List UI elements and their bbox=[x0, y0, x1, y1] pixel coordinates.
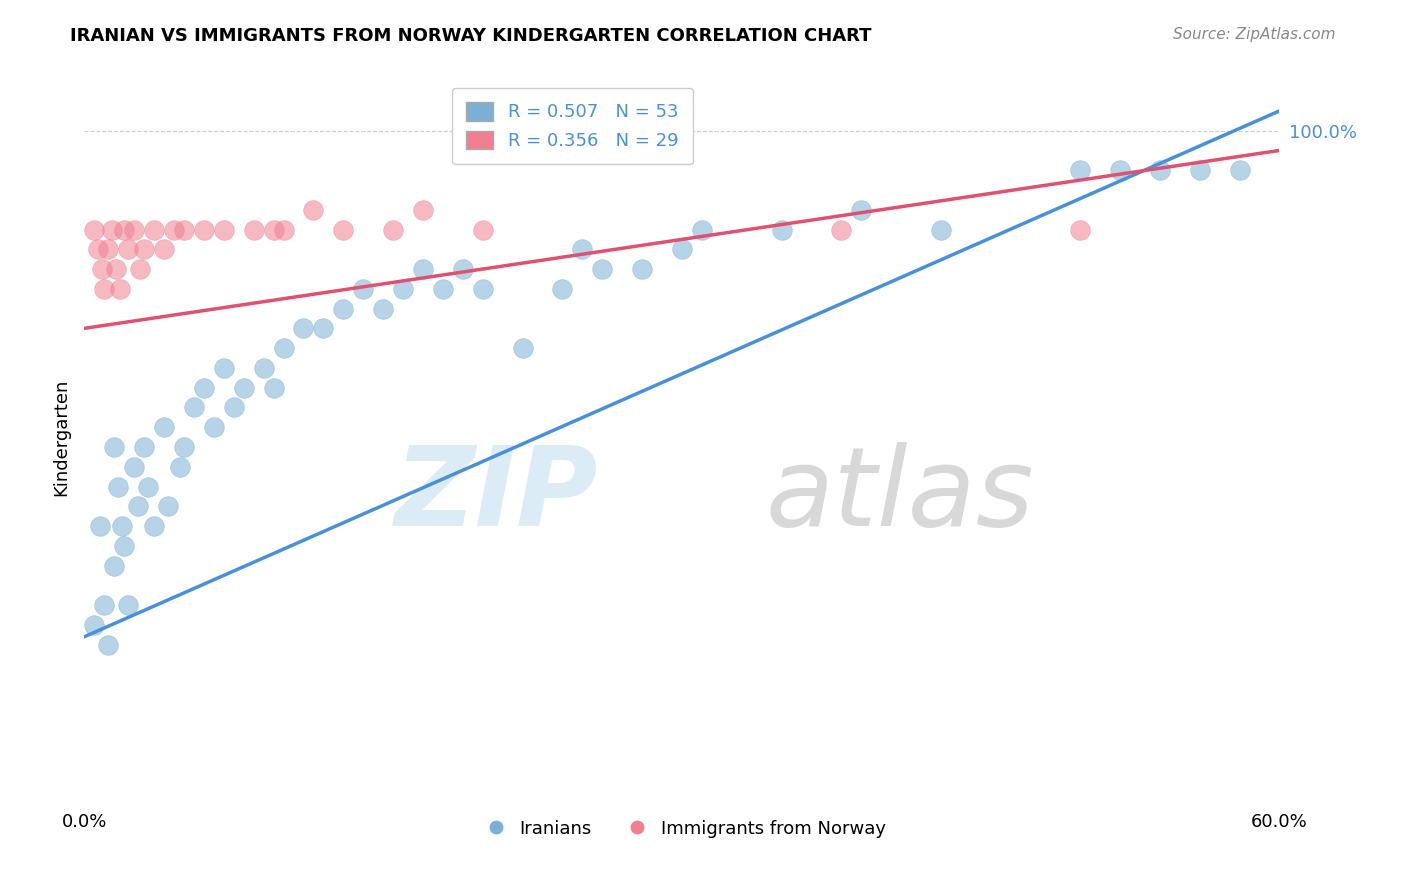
Point bbox=[471, 282, 494, 296]
Point bbox=[157, 500, 180, 514]
Point bbox=[93, 282, 115, 296]
Point bbox=[352, 282, 374, 296]
Point bbox=[512, 341, 534, 355]
Point bbox=[392, 282, 415, 296]
Point bbox=[332, 301, 354, 316]
Point bbox=[830, 222, 852, 236]
Point bbox=[222, 401, 245, 415]
Point bbox=[232, 381, 254, 395]
Point bbox=[671, 242, 693, 256]
Point bbox=[242, 222, 264, 236]
Point bbox=[382, 222, 405, 236]
Point bbox=[373, 301, 395, 316]
Point bbox=[851, 202, 873, 217]
Point bbox=[1188, 163, 1211, 178]
Point bbox=[169, 459, 191, 474]
Point bbox=[163, 222, 186, 236]
Point bbox=[143, 222, 166, 236]
Point bbox=[253, 360, 276, 375]
Point bbox=[91, 262, 114, 277]
Point bbox=[312, 321, 335, 335]
Point bbox=[770, 222, 793, 236]
Point bbox=[273, 341, 295, 355]
Point bbox=[212, 360, 235, 375]
Point bbox=[87, 242, 110, 256]
Point bbox=[97, 242, 120, 256]
Point bbox=[132, 242, 156, 256]
Point bbox=[122, 222, 145, 236]
Point bbox=[212, 222, 235, 236]
Point bbox=[193, 381, 215, 395]
Text: Source: ZipAtlas.com: Source: ZipAtlas.com bbox=[1173, 27, 1336, 42]
Point bbox=[432, 282, 454, 296]
Point bbox=[105, 262, 128, 277]
Point bbox=[97, 638, 120, 652]
Point bbox=[129, 262, 152, 277]
Point bbox=[89, 519, 111, 533]
Point bbox=[302, 202, 325, 217]
Point bbox=[183, 401, 205, 415]
Text: ZIP: ZIP bbox=[395, 442, 599, 549]
Point bbox=[143, 519, 166, 533]
Point bbox=[173, 222, 195, 236]
Point bbox=[107, 479, 129, 493]
Text: IRANIAN VS IMMIGRANTS FROM NORWAY KINDERGARTEN CORRELATION CHART: IRANIAN VS IMMIGRANTS FROM NORWAY KINDER… bbox=[70, 27, 872, 45]
Point bbox=[117, 242, 139, 256]
Y-axis label: Kindergarten: Kindergarten bbox=[52, 378, 70, 496]
Point bbox=[101, 222, 124, 236]
Point bbox=[93, 598, 115, 612]
Point bbox=[332, 222, 354, 236]
Point bbox=[929, 222, 952, 236]
Point bbox=[153, 242, 176, 256]
Point bbox=[117, 598, 139, 612]
Point bbox=[631, 262, 654, 277]
Point bbox=[193, 222, 215, 236]
Point bbox=[571, 242, 593, 256]
Point bbox=[173, 440, 195, 454]
Point bbox=[83, 618, 105, 632]
Point bbox=[690, 222, 713, 236]
Point bbox=[1069, 163, 1091, 178]
Point bbox=[1069, 222, 1091, 236]
Text: atlas: atlas bbox=[766, 442, 1035, 549]
Point bbox=[451, 262, 474, 277]
Point bbox=[202, 420, 225, 434]
Point bbox=[112, 539, 135, 553]
Point bbox=[1149, 163, 1171, 178]
Point bbox=[292, 321, 315, 335]
Point bbox=[412, 262, 434, 277]
Point bbox=[112, 222, 135, 236]
Point bbox=[1109, 163, 1132, 178]
Point bbox=[551, 282, 574, 296]
Point bbox=[127, 500, 149, 514]
Point bbox=[83, 222, 105, 236]
Point bbox=[263, 222, 285, 236]
Legend: Iranians, Immigrants from Norway: Iranians, Immigrants from Norway bbox=[471, 813, 893, 845]
Point bbox=[110, 282, 132, 296]
Point bbox=[1229, 163, 1251, 178]
Point bbox=[471, 222, 494, 236]
Point bbox=[153, 420, 176, 434]
Point bbox=[263, 381, 285, 395]
Point bbox=[122, 459, 145, 474]
Point bbox=[132, 440, 156, 454]
Point bbox=[591, 262, 613, 277]
Point bbox=[103, 440, 125, 454]
Point bbox=[103, 558, 125, 573]
Point bbox=[111, 519, 134, 533]
Point bbox=[136, 479, 159, 493]
Point bbox=[412, 202, 434, 217]
Point bbox=[273, 222, 295, 236]
